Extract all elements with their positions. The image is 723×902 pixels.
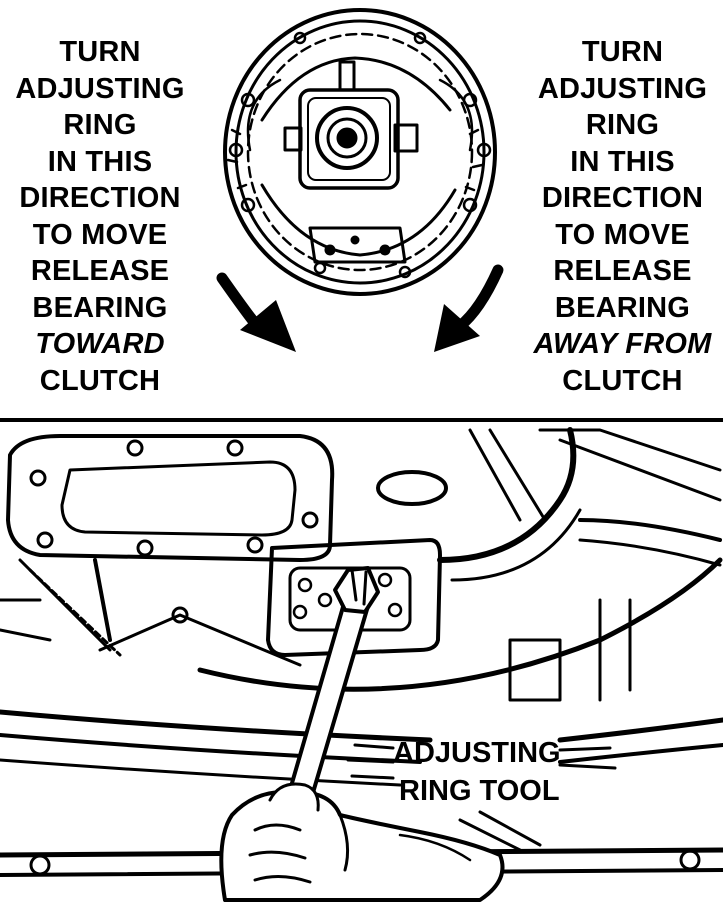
tool-label-line-1: ADJUSTING — [393, 737, 561, 769]
right-caption-line: ADJUSTING — [537, 72, 708, 105]
tool-label: ADJUSTING RING TOOL — [393, 734, 561, 810]
left-caption-line: RING — [63, 109, 137, 141]
left-caption-line: ADJUSTING — [15, 72, 185, 105]
right-caption-line: TURN — [581, 36, 664, 68]
underside-view — [0, 427, 723, 877]
left-caption: TURN ADJUSTING RING IN THIS DIRECTION TO… — [0, 34, 200, 399]
left-caption-line: IN THIS — [47, 145, 153, 178]
right-caption-line: BEARING — [554, 291, 691, 324]
right-caption-line: DIRECTION — [541, 182, 704, 214]
right-caption-line: IN THIS — [570, 145, 675, 178]
left-caption-line: RELEASE — [30, 255, 170, 287]
left-caption-emphasis: TOWARD — [35, 328, 165, 360]
left-caption-line: TO MOVE — [32, 218, 168, 251]
left-caption-line: DIRECTION — [19, 182, 181, 214]
left-caption-line: CLUTCH — [39, 364, 161, 397]
left-caption-line: BEARING — [32, 291, 168, 324]
arrow-toward-icon — [216, 272, 296, 352]
right-caption-line: RELEASE — [553, 255, 692, 287]
right-caption: TURN ADJUSTING RING IN THIS DIRECTION TO… — [522, 34, 723, 399]
arrow-away-icon — [434, 264, 504, 352]
tool-label-line-2: RING TOOL — [399, 775, 560, 807]
hand-icon — [219, 782, 505, 902]
right-caption-emphasis: AWAY FROM — [533, 328, 712, 360]
right-caption-line: RING — [585, 109, 660, 141]
right-caption-line: CLUTCH — [562, 364, 683, 397]
left-caption-line: TURN — [59, 36, 141, 68]
clutch-housing-view — [223, 8, 497, 296]
right-caption-line: TO MOVE — [555, 218, 690, 251]
